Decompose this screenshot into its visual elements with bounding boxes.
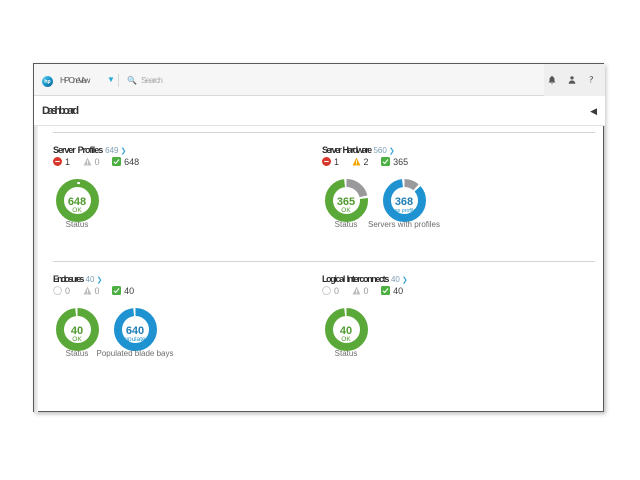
svg-text:hp: hp [44,79,50,85]
